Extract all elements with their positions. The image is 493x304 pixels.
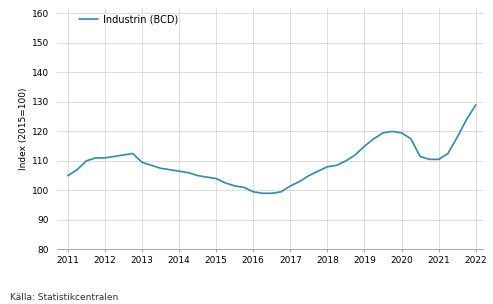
Industrin (BCD) bbox=[343, 159, 349, 163]
Legend: Industrin (BCD): Industrin (BCD) bbox=[78, 15, 178, 25]
Industrin (BCD) bbox=[102, 156, 108, 160]
Industrin (BCD) bbox=[120, 153, 126, 157]
Industrin (BCD) bbox=[287, 184, 293, 188]
Industrin (BCD) bbox=[371, 137, 377, 140]
Industrin (BCD) bbox=[148, 164, 154, 167]
Industrin (BCD) bbox=[445, 152, 451, 155]
Industrin (BCD) bbox=[324, 165, 330, 169]
Industrin (BCD) bbox=[232, 184, 238, 188]
Industrin (BCD) bbox=[380, 131, 386, 135]
Industrin (BCD) bbox=[65, 174, 71, 178]
Industrin (BCD) bbox=[352, 153, 358, 157]
Industrin (BCD) bbox=[417, 155, 423, 158]
Industrin (BCD) bbox=[473, 103, 479, 107]
Industrin (BCD) bbox=[278, 190, 284, 194]
Industrin (BCD) bbox=[315, 169, 321, 173]
Industrin (BCD) bbox=[463, 118, 469, 121]
Industrin (BCD) bbox=[167, 168, 173, 171]
Industrin (BCD) bbox=[306, 174, 312, 178]
Industrin (BCD) bbox=[436, 157, 442, 161]
Industrin (BCD) bbox=[93, 156, 99, 160]
Industrin (BCD) bbox=[222, 181, 228, 185]
Industrin (BCD) bbox=[389, 130, 395, 133]
Industrin (BCD) bbox=[259, 192, 265, 195]
Industrin (BCD) bbox=[213, 177, 219, 180]
Industrin (BCD) bbox=[361, 144, 367, 148]
Text: Källa: Statistikcentralen: Källa: Statistikcentralen bbox=[10, 293, 118, 302]
Industrin (BCD) bbox=[454, 136, 460, 139]
Industrin (BCD) bbox=[158, 166, 164, 170]
Industrin (BCD) bbox=[297, 180, 303, 183]
Industrin (BCD) bbox=[185, 171, 191, 174]
Industrin (BCD) bbox=[241, 185, 247, 189]
Industrin (BCD) bbox=[74, 168, 80, 171]
Industrin (BCD) bbox=[408, 137, 414, 140]
Industrin (BCD) bbox=[250, 190, 256, 194]
Industrin (BCD) bbox=[195, 174, 201, 178]
Industrin (BCD) bbox=[83, 159, 89, 163]
Industrin (BCD) bbox=[399, 131, 405, 135]
Industrin (BCD) bbox=[130, 152, 136, 155]
Line: Industrin (BCD): Industrin (BCD) bbox=[68, 105, 476, 193]
Industrin (BCD) bbox=[139, 161, 145, 164]
Industrin (BCD) bbox=[204, 175, 210, 179]
Industrin (BCD) bbox=[176, 169, 182, 173]
Industrin (BCD) bbox=[111, 155, 117, 158]
Industrin (BCD) bbox=[334, 164, 340, 167]
Y-axis label: Index (2015=100): Index (2015=100) bbox=[19, 87, 28, 170]
Industrin (BCD) bbox=[269, 192, 275, 195]
Industrin (BCD) bbox=[426, 157, 432, 161]
